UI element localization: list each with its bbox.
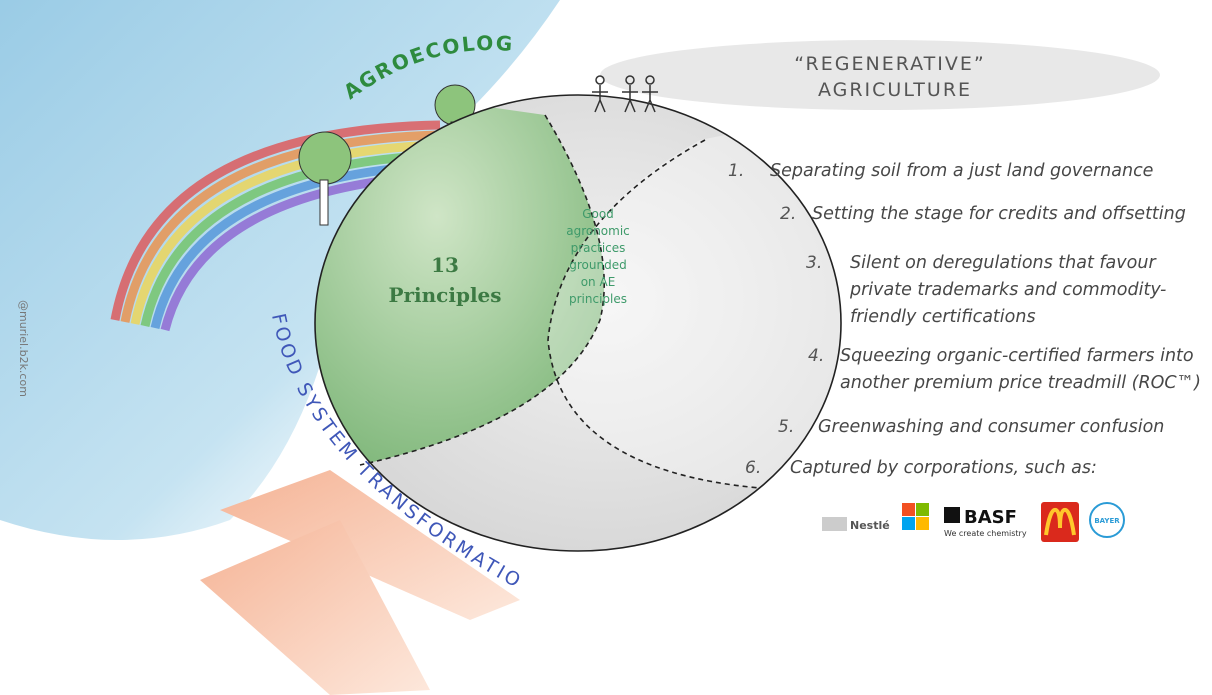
item-text: friendly certifications [850, 307, 1036, 327]
overlap-line: agronomic [566, 224, 630, 238]
item-number: 4. [808, 346, 824, 366]
regenerative-title: “REGENERATIVE” [794, 53, 985, 75]
item-number: 6. [745, 458, 761, 478]
overlap-line: practices [571, 241, 626, 255]
ms-square [916, 503, 929, 516]
overlap-line: principles [569, 292, 627, 306]
principles-label: Principles [388, 283, 501, 307]
item-number: 3. [806, 253, 822, 273]
ms-square [902, 517, 915, 530]
item-number: 1. [728, 161, 744, 181]
item-text: Setting the stage for credits and offset… [812, 204, 1186, 224]
item-text: another premium price treadmill (ROC™) [840, 373, 1201, 393]
item-number: 5. [778, 417, 794, 437]
item-text: Silent on deregulations that favour [850, 253, 1157, 273]
item-number: 2. [780, 204, 796, 224]
bayer-text: BAYER [1094, 517, 1120, 525]
watermark: @muriel.b2k.com [17, 300, 30, 397]
nestle-nest [822, 517, 847, 531]
overlap-line: Good [582, 207, 614, 221]
item-text: Greenwashing and consumer confusion [818, 417, 1164, 437]
basf-logo: BASF [964, 507, 1017, 528]
item-text: private trademarks and commodity- [849, 280, 1166, 300]
overlap-line: on AE [581, 275, 616, 289]
ms-square [902, 503, 915, 516]
illustration: AGROECOLOGY “REGENERATIVE” AGRICULTURE F… [0, 0, 1212, 695]
item-text: Captured by corporations, such as: [790, 458, 1097, 478]
ms-square [916, 517, 929, 530]
overlap-line: grounded [569, 258, 626, 272]
logos: Nestlé BASF We create chemistry BAYER [822, 502, 1124, 542]
nestle-logo: Nestlé [850, 519, 890, 532]
principles-label: 13 [431, 253, 459, 277]
item-text: Separating soil from a just land governa… [770, 161, 1153, 181]
basf-tagline: We create chemistry [944, 529, 1027, 538]
item-text: Squeezing organic-certified farmers into [840, 346, 1194, 366]
regenerative-title: AGRICULTURE [818, 79, 972, 101]
basf-mark [944, 507, 960, 523]
